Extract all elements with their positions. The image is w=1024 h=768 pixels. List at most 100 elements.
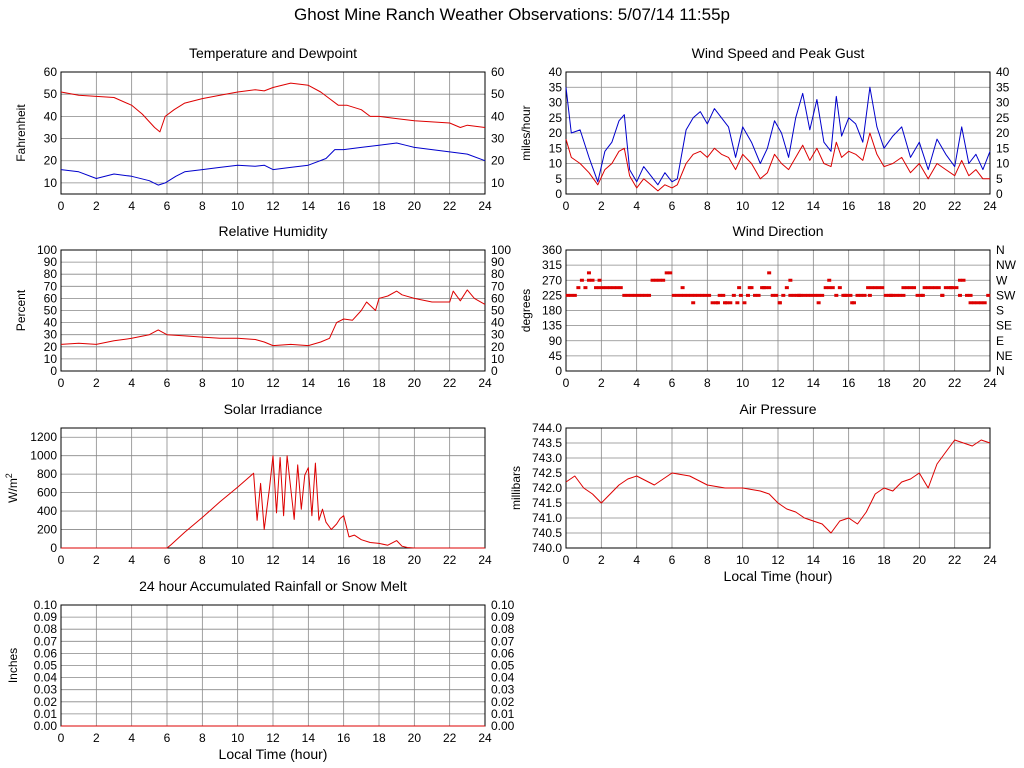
- data-point: [675, 293, 680, 297]
- data-point: [788, 293, 793, 297]
- y-tick-label: 741.0: [532, 511, 562, 525]
- data-point: [816, 301, 821, 305]
- x-tick-label: 22: [443, 731, 457, 745]
- y-tick-label: 270: [542, 273, 562, 287]
- data-point: [802, 293, 807, 297]
- y-tick-label: 70: [44, 279, 58, 293]
- y-tick-label: 0.02: [34, 695, 58, 709]
- y-axis-label: millibars: [509, 466, 523, 510]
- x-tick-label: 14: [302, 731, 316, 745]
- x-tick-label: 0: [563, 553, 570, 567]
- data-point: [742, 301, 747, 305]
- data-point: [957, 278, 962, 282]
- data-point: [678, 293, 683, 297]
- data-point: [869, 286, 874, 290]
- data-point: [982, 301, 987, 305]
- x-tick-label: 12: [266, 376, 280, 390]
- right-tick-label: 10: [491, 176, 505, 190]
- x-tick-label: 22: [443, 199, 457, 213]
- x-tick-label: 6: [669, 376, 676, 390]
- right-tick-label: 0.04: [491, 671, 515, 685]
- y-tick-label: 45: [549, 349, 563, 363]
- x-tick-label: 18: [372, 553, 386, 567]
- y-tick-label: 30: [44, 132, 58, 146]
- right-tick-label: 50: [491, 304, 505, 318]
- x-tick-label: 12: [771, 376, 785, 390]
- data-point: [781, 293, 786, 297]
- right-tick-label: 60: [491, 65, 505, 79]
- y-axis-label: Percent: [14, 289, 28, 331]
- x-tick-label: 10: [231, 199, 245, 213]
- data-point: [889, 293, 894, 297]
- x-tick-label: 20: [913, 553, 927, 567]
- data-point: [583, 286, 588, 290]
- data-point: [657, 278, 662, 282]
- y-tick-label: 0.09: [34, 610, 58, 624]
- right-tick-label: 50: [491, 87, 505, 101]
- x-tick-label: 24: [478, 376, 492, 390]
- x-tick-label: 18: [372, 731, 386, 745]
- data-point: [647, 293, 652, 297]
- data-point: [816, 293, 821, 297]
- x-tick-label: 6: [164, 553, 171, 567]
- y-tick-label: 743.5: [532, 436, 562, 450]
- data-point: [968, 301, 973, 305]
- data-point: [721, 293, 726, 297]
- data-point: [823, 286, 828, 290]
- data-point: [586, 278, 591, 282]
- x-tick-label: 20: [913, 199, 927, 213]
- right-tick-label: E: [996, 334, 1004, 348]
- data-point: [696, 293, 701, 297]
- x-tick-label: 8: [199, 553, 206, 567]
- plot-frame: [565, 249, 991, 372]
- x-tick-label: 18: [877, 376, 891, 390]
- y-tick-label: 740.0: [532, 541, 562, 555]
- y-tick-label: 90: [549, 334, 563, 348]
- data-point: [700, 293, 705, 297]
- right-tick-label: 20: [491, 154, 505, 168]
- data-point: [611, 286, 616, 290]
- data-point: [904, 286, 909, 290]
- y-axis-label-superscript: 2: [4, 473, 14, 478]
- data-point: [703, 293, 708, 297]
- x-tick-label: 22: [443, 376, 457, 390]
- right-tick-label: 0: [491, 364, 498, 378]
- data-point: [813, 293, 818, 297]
- x-tick-label: 14: [302, 199, 316, 213]
- data-point: [604, 286, 609, 290]
- data-point: [728, 301, 733, 305]
- chart-title: Temperature and Dewpoint: [189, 45, 357, 61]
- x-tick-label: 10: [736, 376, 750, 390]
- x-tick-label: 6: [164, 376, 171, 390]
- data-point: [767, 286, 772, 290]
- x-tick-label: 4: [633, 553, 640, 567]
- data-point: [650, 278, 655, 282]
- x-tick-label: 2: [93, 376, 100, 390]
- right-tick-label: 0.08: [491, 622, 515, 636]
- x-tick-label: 10: [231, 731, 245, 745]
- data-point: [767, 271, 772, 275]
- series-line-red: [60, 289, 486, 347]
- data-point: [643, 293, 648, 297]
- x-tick-label: 16: [842, 199, 856, 213]
- x-tick-label: 24: [983, 553, 997, 567]
- y-tick-label: 1200: [30, 430, 57, 444]
- right-tick-label: 0.01: [491, 707, 515, 721]
- data-point: [929, 286, 934, 290]
- y-tick-label: 742.5: [532, 466, 562, 480]
- data-point: [936, 286, 941, 290]
- data-point: [753, 293, 758, 297]
- y-tick-label: 742.0: [532, 481, 562, 495]
- y-tick-label: 0: [50, 364, 57, 378]
- x-tick-label: 18: [877, 199, 891, 213]
- data-point: [850, 301, 855, 305]
- data-point: [668, 271, 673, 275]
- data-point: [594, 286, 599, 290]
- y-axis-label: Fahrenheit: [14, 104, 28, 162]
- data-point: [671, 293, 676, 297]
- x-tick-label: 14: [302, 553, 316, 567]
- x-axis-label: Local Time (hour): [724, 568, 833, 584]
